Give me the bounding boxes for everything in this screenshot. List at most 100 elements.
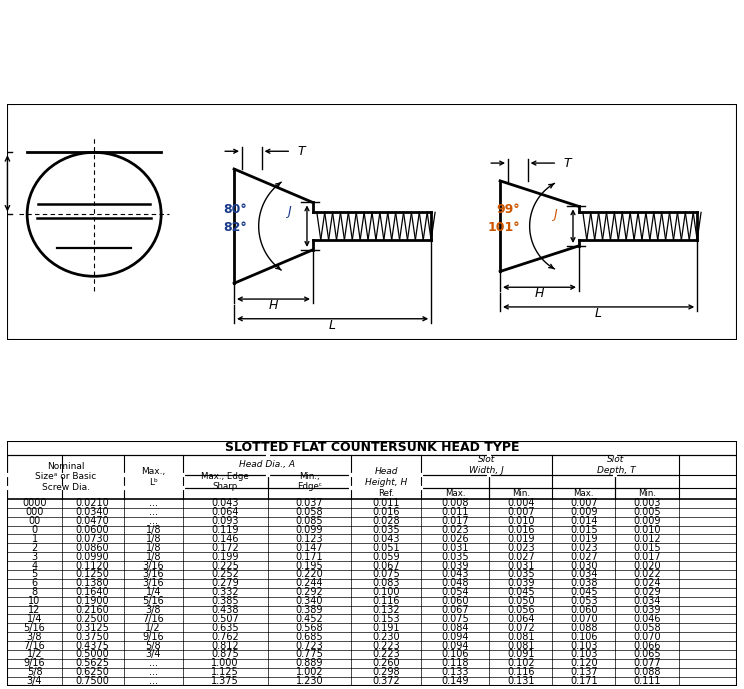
Text: 0.054: 0.054 [441, 587, 469, 597]
Text: 0.031: 0.031 [441, 543, 469, 553]
Text: 0.385: 0.385 [211, 596, 239, 606]
Text: 0.031: 0.031 [507, 561, 534, 570]
Text: 0.017: 0.017 [441, 516, 469, 526]
Text: 0.099: 0.099 [295, 525, 323, 535]
Text: Max., Edge
Sharp: Max., Edge Sharp [202, 472, 249, 491]
Text: 0.058: 0.058 [634, 623, 661, 633]
Text: 0.007: 0.007 [507, 507, 535, 517]
Text: 0.045: 0.045 [507, 587, 535, 597]
Text: 1.125: 1.125 [211, 667, 239, 677]
Text: 0.120: 0.120 [570, 658, 597, 668]
Text: 0.106: 0.106 [570, 632, 597, 641]
Text: 0.094: 0.094 [441, 641, 469, 650]
Text: 0.2160: 0.2160 [76, 605, 109, 615]
Text: 0.292: 0.292 [295, 587, 324, 597]
Text: 0.3750: 0.3750 [76, 632, 109, 641]
Text: 0.060: 0.060 [441, 596, 469, 606]
Text: Slot
Depth, T: Slot Depth, T [597, 455, 635, 475]
Text: 0.037: 0.037 [295, 498, 323, 508]
Text: 0.085: 0.085 [295, 516, 323, 526]
Text: 0.027: 0.027 [507, 552, 535, 562]
Text: 0.008: 0.008 [441, 498, 469, 508]
Text: ...: ... [149, 676, 158, 686]
Text: 0.111: 0.111 [634, 676, 661, 686]
Text: 0.875: 0.875 [211, 650, 239, 659]
Text: 0.279: 0.279 [211, 578, 239, 588]
Text: 3: 3 [31, 552, 38, 562]
Text: 0.043: 0.043 [211, 498, 239, 508]
Text: Slot
Width, J: Slot Width, J [469, 455, 504, 475]
Text: 0.199: 0.199 [211, 552, 239, 562]
Text: 0.010: 0.010 [507, 516, 534, 526]
Text: 0.146: 0.146 [211, 534, 239, 544]
Text: 0.100: 0.100 [373, 587, 400, 597]
Text: 0.372: 0.372 [373, 676, 400, 686]
Text: 8: 8 [31, 587, 38, 597]
Text: 0.004: 0.004 [507, 498, 534, 508]
Text: L: L [595, 307, 602, 320]
Text: 0.147: 0.147 [295, 543, 323, 553]
Text: 0.050: 0.050 [507, 596, 535, 606]
Text: 0.137: 0.137 [570, 667, 597, 677]
Text: 0.016: 0.016 [507, 525, 534, 535]
Text: 0.065: 0.065 [634, 650, 661, 659]
Text: Min.: Min. [638, 489, 656, 498]
Text: 0.091: 0.091 [507, 650, 534, 659]
Text: 0.132: 0.132 [373, 605, 400, 615]
Text: 5/8: 5/8 [27, 667, 42, 677]
Text: 0.014: 0.014 [570, 516, 597, 526]
Text: 0.389: 0.389 [295, 605, 323, 615]
Text: 0.043: 0.043 [373, 534, 400, 544]
Text: 0.230: 0.230 [373, 632, 400, 641]
Text: 0.195: 0.195 [295, 561, 323, 570]
Text: 0.119: 0.119 [211, 525, 239, 535]
Text: 0.133: 0.133 [441, 667, 469, 677]
Text: 0.039: 0.039 [441, 561, 469, 570]
Text: 0.3125: 0.3125 [76, 623, 109, 633]
Text: 0.012: 0.012 [634, 534, 661, 544]
Text: 0.034: 0.034 [634, 596, 661, 606]
Text: T: T [563, 156, 571, 169]
Text: 0.5625: 0.5625 [76, 658, 109, 668]
Text: 0.020: 0.020 [634, 561, 661, 570]
Text: 1/8: 1/8 [146, 534, 161, 544]
Text: 12: 12 [28, 605, 41, 615]
Text: 0.260: 0.260 [373, 658, 400, 668]
Text: 0.015: 0.015 [634, 543, 661, 553]
Text: ...: ... [149, 507, 158, 517]
Text: 1.375: 1.375 [211, 676, 239, 686]
Text: 0.223: 0.223 [373, 641, 400, 650]
Text: 0.060: 0.060 [570, 605, 597, 615]
Text: 0.0730: 0.0730 [76, 534, 109, 544]
Text: 0.016: 0.016 [373, 507, 400, 517]
Text: 1.002: 1.002 [295, 667, 323, 677]
Text: H: H [535, 287, 544, 300]
Text: 0.056: 0.056 [507, 605, 535, 615]
Text: 0.019: 0.019 [507, 534, 534, 544]
Text: 1/4: 1/4 [146, 587, 161, 597]
Text: Ref.: Ref. [378, 489, 394, 498]
Text: 0.191: 0.191 [373, 623, 400, 633]
Text: 0.081: 0.081 [507, 632, 534, 641]
Text: 0.223: 0.223 [373, 650, 400, 659]
Text: 0000: 0000 [22, 498, 47, 508]
Text: 0.153: 0.153 [373, 614, 400, 624]
Text: 10: 10 [28, 596, 41, 606]
Text: 0.452: 0.452 [295, 614, 324, 624]
Text: 0.118: 0.118 [441, 658, 469, 668]
Text: Head Dia., A: Head Dia., A [239, 460, 295, 469]
Text: 2: 2 [31, 543, 38, 553]
Text: 0.026: 0.026 [441, 534, 469, 544]
Text: 0.043: 0.043 [441, 569, 469, 579]
Text: 0.1900: 0.1900 [76, 596, 109, 606]
Text: 0.066: 0.066 [634, 641, 661, 650]
Text: SLOTTED FLAT COUNTERSUNK HEAD TYPE: SLOTTED FLAT COUNTERSUNK HEAD TYPE [225, 442, 519, 455]
Text: 0.023: 0.023 [507, 543, 535, 553]
Text: 0.028: 0.028 [373, 516, 400, 526]
Text: 0.039: 0.039 [634, 605, 661, 615]
Text: 0.083: 0.083 [373, 578, 400, 588]
Text: 0.507: 0.507 [211, 614, 239, 624]
Text: 000: 000 [25, 507, 44, 517]
Text: 0.039: 0.039 [507, 578, 534, 588]
Text: 0.889: 0.889 [295, 658, 323, 668]
